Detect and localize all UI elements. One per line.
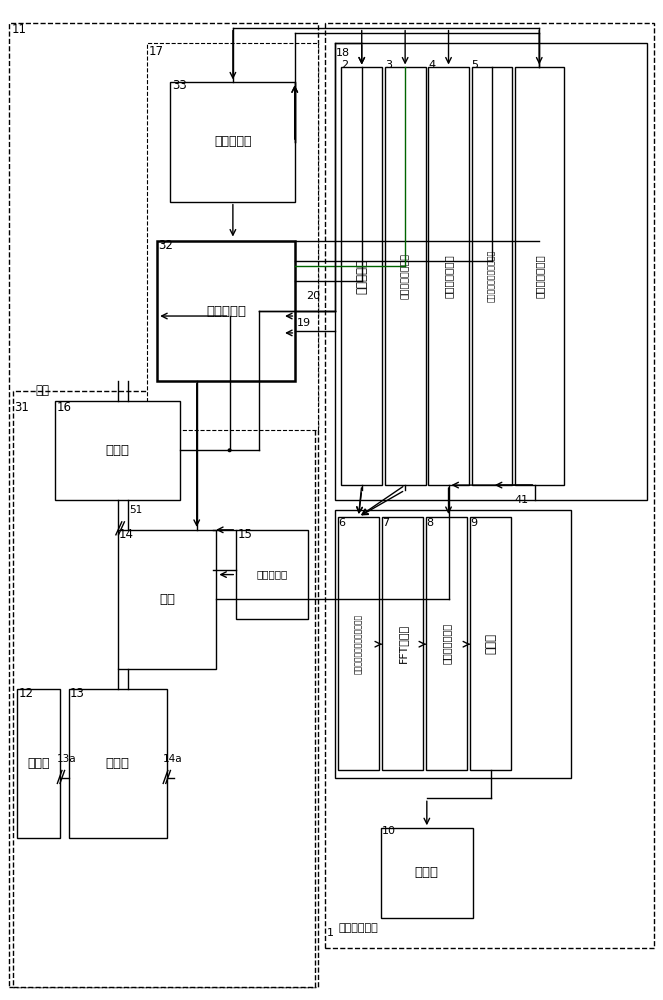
Bar	[236, 530, 308, 619]
Bar	[471, 67, 512, 485]
Bar	[9, 23, 318, 987]
Text: 17: 17	[149, 45, 164, 58]
Text: 3: 3	[385, 60, 392, 70]
Bar	[68, 689, 167, 838]
Bar	[56, 401, 180, 500]
Text: 马达: 马达	[159, 593, 175, 606]
Text: 13a: 13a	[57, 754, 76, 764]
Text: 2: 2	[341, 60, 349, 70]
Text: 20: 20	[306, 291, 320, 301]
Text: 动作部: 动作部	[27, 757, 50, 770]
Text: 动作控制部: 动作控制部	[206, 305, 247, 318]
Text: 故障诊断装置: 故障诊断装置	[338, 923, 378, 933]
Text: 10: 10	[382, 826, 396, 836]
Text: 电力转换器: 电力转换器	[257, 570, 288, 580]
Bar	[338, 517, 379, 770]
Text: 输出部: 输出部	[415, 866, 439, 879]
Text: 1: 1	[327, 928, 334, 938]
Text: 时间序列马达电流数据生成部: 时间序列马达电流数据生成部	[354, 614, 363, 674]
Text: 11: 11	[11, 23, 27, 36]
Bar	[325, 23, 654, 948]
Bar	[428, 67, 469, 485]
Text: 9: 9	[470, 518, 477, 528]
Text: 33: 33	[172, 79, 186, 92]
Text: 51: 51	[130, 505, 143, 515]
Text: FFT解析部: FFT解析部	[398, 624, 408, 663]
Text: 14a: 14a	[163, 754, 183, 764]
Bar	[515, 67, 564, 485]
Text: 时间序列转速数据生成部: 时间序列转速数据生成部	[487, 250, 497, 302]
Text: 减速机: 减速机	[106, 757, 130, 770]
Bar	[147, 43, 318, 430]
Text: 4: 4	[428, 60, 436, 70]
Text: 转速取得部: 转速取得部	[355, 259, 368, 294]
Text: 加减速期间确定部: 加减速期间确定部	[400, 253, 410, 299]
Bar	[341, 67, 382, 485]
Text: 5: 5	[471, 60, 479, 70]
Bar	[385, 67, 426, 485]
Text: 8: 8	[426, 518, 434, 528]
Bar	[335, 43, 647, 500]
Bar	[118, 530, 216, 669]
Text: 判定部: 判定部	[484, 633, 497, 654]
Text: 12: 12	[19, 687, 34, 700]
Bar	[470, 517, 511, 770]
Text: 7: 7	[382, 518, 389, 528]
Bar	[335, 510, 572, 778]
Text: 13: 13	[70, 687, 85, 700]
Text: 主体: 主体	[36, 384, 50, 397]
Text: 振幅峰值抽出部: 振幅峰值抽出部	[442, 623, 452, 664]
Text: 16: 16	[57, 401, 72, 414]
Bar	[157, 241, 295, 381]
Text: 19: 19	[296, 318, 311, 328]
Text: 15: 15	[237, 528, 253, 541]
Bar	[17, 689, 60, 838]
Text: 编码器: 编码器	[106, 444, 130, 457]
Ellipse shape	[228, 449, 231, 452]
Text: 18: 18	[336, 48, 350, 58]
Text: 6: 6	[338, 518, 345, 528]
Text: 14: 14	[119, 528, 134, 541]
Bar	[13, 391, 315, 987]
Bar	[382, 517, 423, 770]
Text: 防振控制部: 防振控制部	[214, 135, 252, 148]
Text: 马达电流取得部: 马达电流取得部	[444, 254, 453, 298]
Bar	[381, 828, 473, 918]
Text: 32: 32	[158, 239, 174, 252]
Text: 31: 31	[15, 401, 29, 414]
Bar	[170, 82, 295, 202]
Bar	[426, 517, 467, 770]
Text: 41: 41	[515, 495, 529, 505]
Text: 防振控制停止部: 防振控制停止部	[534, 254, 544, 298]
